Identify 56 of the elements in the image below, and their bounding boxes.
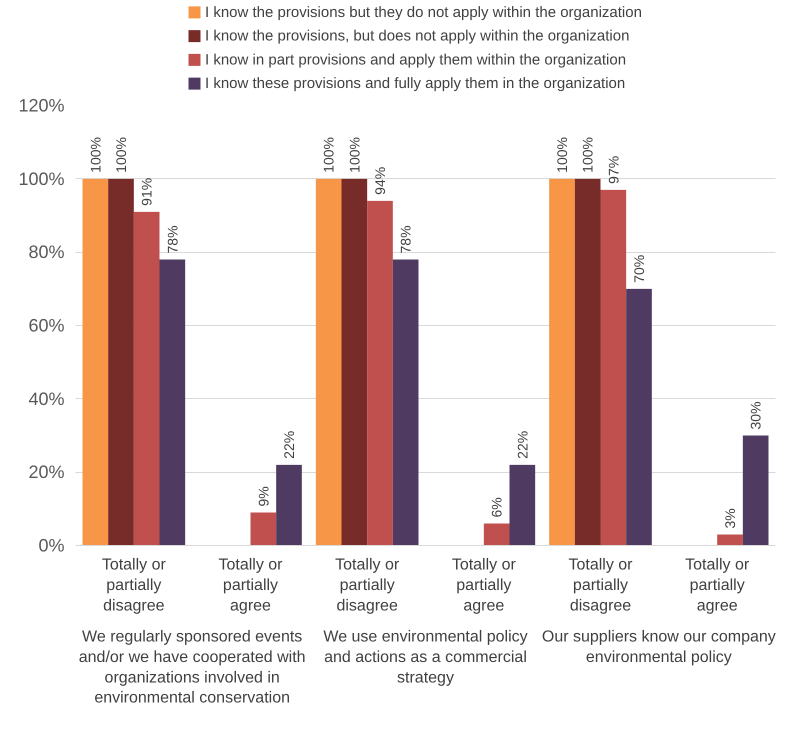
bar [717,534,743,546]
bar [108,178,134,546]
bar [549,178,575,546]
bar [250,512,276,546]
data-label: 22% [514,430,530,459]
y-tick-label: 40% [28,388,65,409]
y-tick-label: 20% [28,462,65,482]
x-tick-label: Totally or partially disagree [568,556,634,614]
y-tick-label: 60% [28,316,65,336]
data-label: 100% [320,137,337,173]
data-label: 9% [255,486,272,506]
data-label: 22% [281,430,297,459]
data-label: 78% [398,225,414,254]
bar [484,524,510,546]
bar [160,260,186,546]
data-label: 6% [488,497,505,518]
x-tick-label: Totally or partially agree [685,556,750,614]
text: Our suppliers know our company environmental policy [542,628,776,666]
y-tick-label: 120% [18,96,65,116]
text: We regularly sponsored events and/or we have cooperated with organizations involved in environmental conservation [78,628,306,707]
x-tick-label: Totally or partially disagree [335,556,400,614]
bar [342,178,368,546]
bar [82,178,108,546]
bar [276,464,302,546]
bar [134,212,160,546]
bar [600,190,626,546]
bar [392,260,418,546]
data-label: 100% [113,137,129,173]
data-label: 91% [138,178,155,206]
legend-label: I know these provisions and fully apply them in the organization [205,75,626,92]
x-tick-label: Totally or partially disagree [102,556,167,614]
bar [316,178,342,546]
legend-label: I know the provisions, but does not apply within the organization [205,28,630,45]
data-label: 100% [87,137,104,173]
data-label: 30% [748,401,764,430]
bar [367,200,393,546]
text: We use environmental policy and actions as a commercial strategy [323,628,528,686]
bar [742,436,768,546]
data-label: 97% [605,156,622,184]
x-tick-label: Totally or partially agree [218,556,284,614]
data-label: 78% [164,225,180,254]
x-tick-label: Totally or partially agree [452,556,517,614]
data-label: 94% [372,166,388,195]
y-tick-label: 80% [28,242,65,262]
bar [510,464,536,546]
data-label: 100% [554,137,570,173]
data-label: 100% [346,137,362,173]
y-tick-label: 100% [18,168,65,189]
legend-label: I know the provisions but they do not apply within the organization [205,4,642,21]
bar [626,288,652,546]
data-label: 3% [722,508,738,528]
bar [574,178,600,546]
data-label: 100% [580,137,596,173]
legend-label: I know in part provisions and apply them within the organization [205,51,626,68]
data-label: 70% [631,254,647,283]
y-tick-label: 0% [38,536,64,556]
